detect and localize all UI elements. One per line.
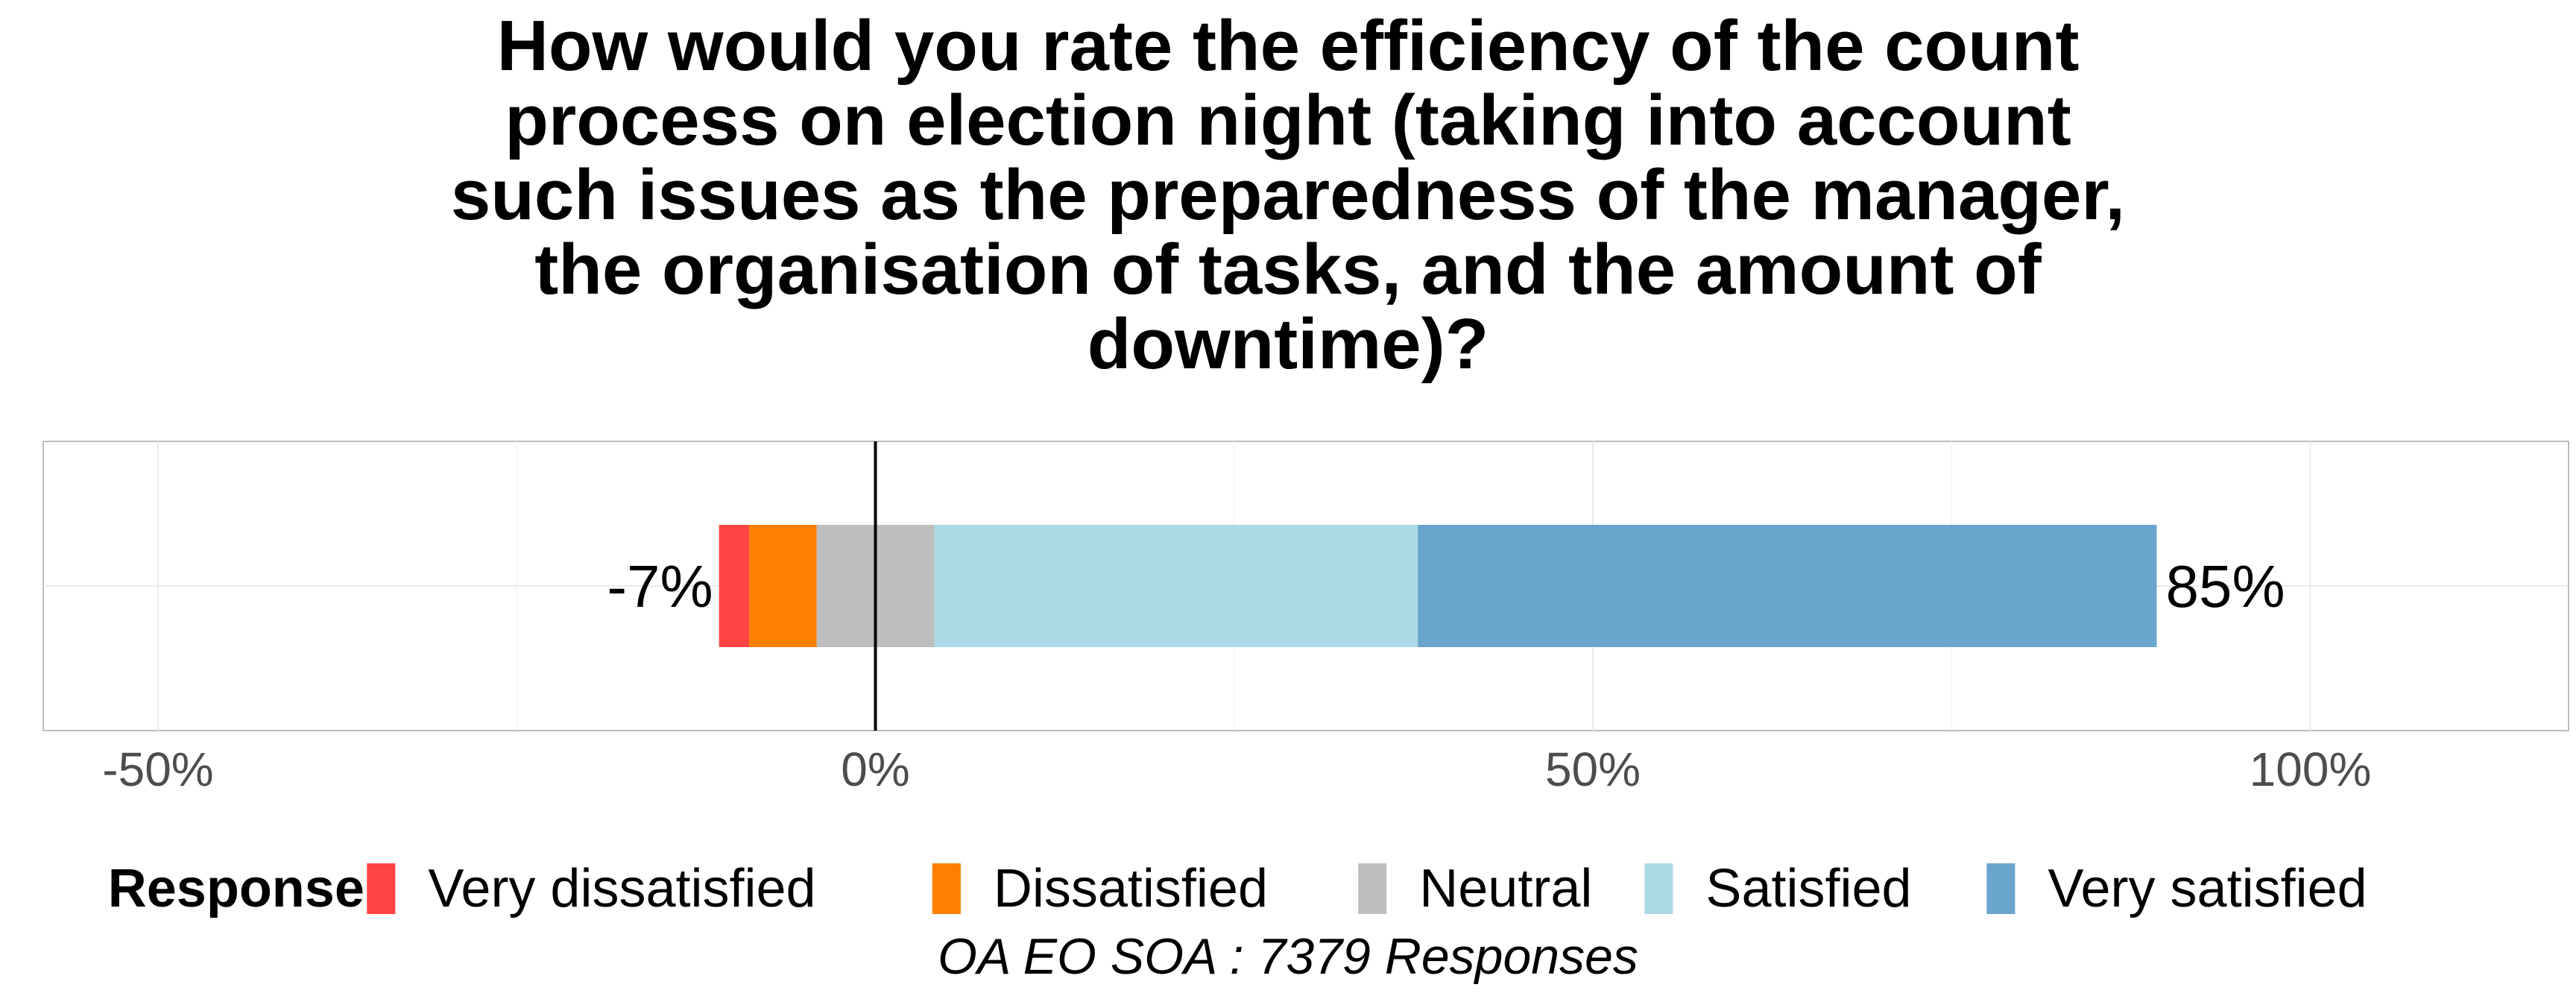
bar-dissatisfied (749, 525, 817, 647)
legend-title: Response (108, 859, 364, 918)
legend: Response Very dissatisfied Dissatisfied Ne… (108, 859, 2367, 918)
legend-label-very-satisfied: Very satisfied (2048, 859, 2367, 918)
x-tick-label: -50% (102, 743, 213, 796)
bar-satisfied (934, 525, 1418, 647)
legend-key-neutral (1358, 863, 1387, 914)
x-tick-label: 100% (2250, 743, 2372, 796)
chart-title-line: How would you rate the efficiency of the… (497, 6, 2080, 86)
chart-title-line: process on election night (taking into a… (505, 81, 2071, 160)
legend-key-very-satisfied (1986, 863, 2015, 914)
x-tick-label: 0% (841, 743, 910, 796)
negative-total-label: -7% (607, 553, 713, 620)
caption: OA EO SOA : 7379 Responses (938, 928, 1638, 985)
chart-title: How would you rate the efficiency of the… (451, 6, 2125, 384)
bar-very-dissatisfied (719, 525, 750, 647)
x-tick-label: 50% (1545, 743, 1641, 796)
bars (719, 525, 2157, 647)
chart-title-line: such issues as the preparedness of the m… (451, 155, 2125, 235)
positive-total-label: 85% (2166, 553, 2285, 620)
bar-very-satisfied (1418, 525, 2157, 647)
chart-title-line: the organisation of tasks, and the amoun… (534, 230, 2042, 309)
x-axis-ticks: -50% 0% 50% 100% (102, 743, 2371, 796)
legend-label-very-dissatisfied: Very dissatisfied (428, 859, 815, 918)
legend-key-very-dissatisfied (367, 863, 396, 914)
chart-title-line: downtime)? (1087, 304, 1489, 384)
legend-key-dissatisfied (932, 863, 961, 914)
legend-label-dissatisfied: Dissatisfied (994, 859, 1268, 918)
legend-key-satisfied (1644, 863, 1673, 914)
legend-label-neutral: Neutral (1419, 859, 1592, 918)
legend-label-satisfied: Satisfied (1705, 859, 1911, 918)
